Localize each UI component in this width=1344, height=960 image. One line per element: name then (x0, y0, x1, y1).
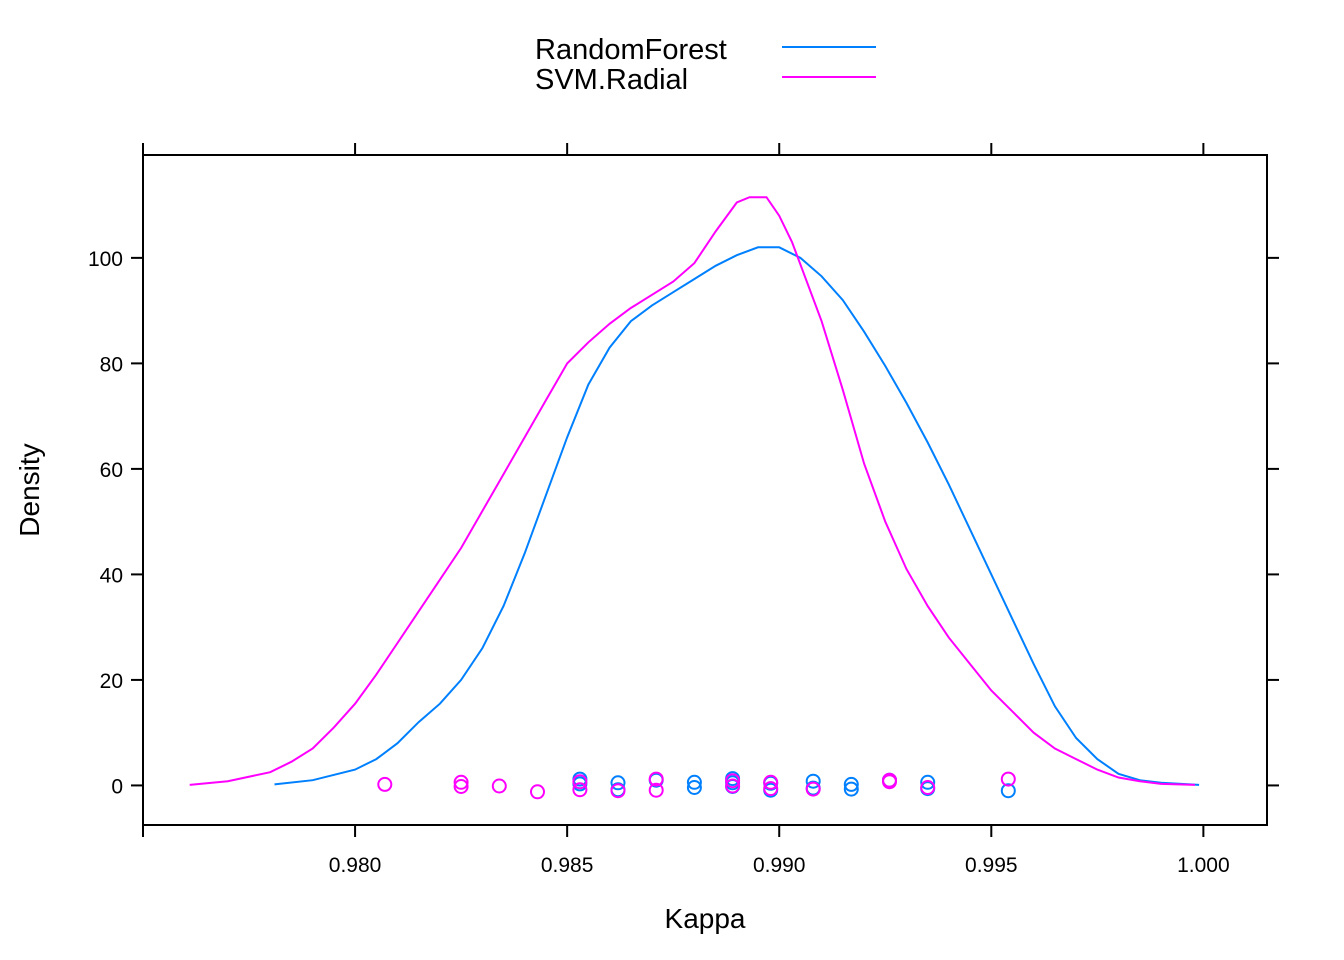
plot-panel (142, 154, 1268, 826)
y-tick-label: 60 (100, 459, 123, 482)
rug-point-svm-radial (491, 778, 507, 794)
rug-point-randomforest (843, 776, 859, 792)
rug-point-svm-radial (1000, 771, 1016, 787)
rug-point-svm-radial (805, 781, 821, 797)
y-axis: 0 20 40 60 80 100 (88, 248, 1279, 798)
rug-point-svm-radial (453, 779, 469, 794)
x-tick-label: 0.995 (965, 854, 1018, 877)
rug-point-svm-radial (763, 781, 779, 797)
rug-point-randomforest (686, 780, 702, 795)
rug-point-randomforest (686, 774, 702, 790)
x-tick-label: 1.000 (1177, 854, 1230, 877)
rug-point-randomforest (1000, 783, 1016, 799)
density-line-randomforest (274, 246, 1200, 786)
rug-point-svm-radial (453, 774, 469, 790)
rug-layer (377, 771, 1016, 800)
rug-point-svm-radial (763, 774, 779, 790)
rug-point-svm-radial (572, 782, 588, 798)
rug-point-svm-radial (725, 778, 741, 794)
x-tick-label: 0.985 (541, 854, 594, 877)
rug-point-svm-radial (530, 784, 545, 800)
y-axis-title: Density (14, 443, 45, 536)
series-layer (189, 196, 1200, 786)
legend-label-svm-radial: SVM.Radial (535, 64, 688, 96)
y-tick-label: 0 (111, 775, 123, 798)
y-tick-label: 80 (100, 353, 123, 376)
rug-point-randomforest (843, 781, 859, 797)
x-axis: 0.980 0.985 0.990 0.995 1.000 (142, 143, 1230, 877)
rug-point-svm-radial (920, 780, 936, 795)
density-line-svm-radial (189, 196, 1195, 786)
rug-point-svm-radial (725, 773, 741, 789)
x-tick-label: 0.980 (329, 854, 382, 877)
x-tick-label: 0.990 (753, 854, 806, 877)
rug-point-randomforest (920, 774, 936, 790)
legend: RandomForest SVM.Radial (535, 34, 876, 96)
rug-point-randomforest (610, 775, 626, 791)
legend-label-randomforest: RandomForest (535, 34, 727, 66)
rug-point-svm-radial (882, 774, 897, 790)
rug-point-svm-radial (572, 774, 588, 790)
y-tick-label: 40 (100, 564, 123, 587)
rug-point-svm-radial (648, 771, 664, 787)
y-tick-label: 100 (88, 248, 123, 271)
rug-point-svm-radial (610, 783, 626, 799)
x-axis-title: Kappa (665, 903, 746, 934)
rug-point-svm-radial (648, 782, 664, 798)
y-tick-label: 20 (100, 670, 123, 693)
rug-point-svm-radial (377, 776, 393, 792)
rug-point-randomforest (805, 773, 821, 789)
